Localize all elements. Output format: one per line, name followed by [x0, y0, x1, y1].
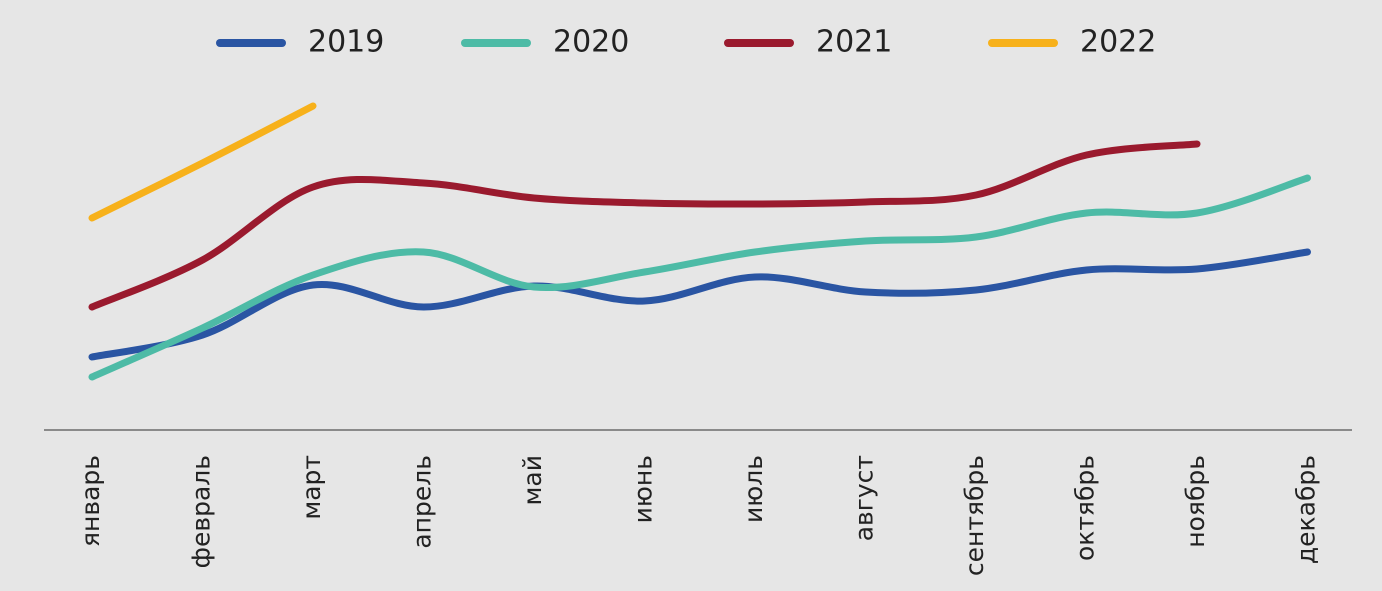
x-tick-label: февраль: [187, 455, 216, 568]
x-tick-label: июнь: [629, 455, 658, 523]
x-tick-label: октябрь: [1071, 455, 1100, 561]
x-tick-label: январь: [76, 455, 105, 547]
x-tick-label: декабрь: [1292, 455, 1321, 564]
series-line: [88, 102, 317, 222]
x-tick-label: май: [518, 455, 547, 505]
series-line: [88, 248, 1311, 361]
x-tick-label: ноябрь: [1181, 455, 1210, 548]
legend-label: 2020: [553, 25, 629, 60]
legend-label: 2022: [1080, 25, 1156, 60]
legend-label: 2021: [816, 25, 892, 60]
x-tick-label: сентябрь: [960, 455, 989, 576]
x-tick-label: июль: [739, 455, 768, 523]
legend-label: 2019: [308, 25, 384, 60]
x-tick-label: март: [297, 455, 326, 520]
x-tick-label: август: [850, 455, 879, 541]
series-line: [88, 174, 1311, 381]
x-tick-label: апрель: [408, 455, 437, 549]
series-line: [88, 140, 1201, 311]
